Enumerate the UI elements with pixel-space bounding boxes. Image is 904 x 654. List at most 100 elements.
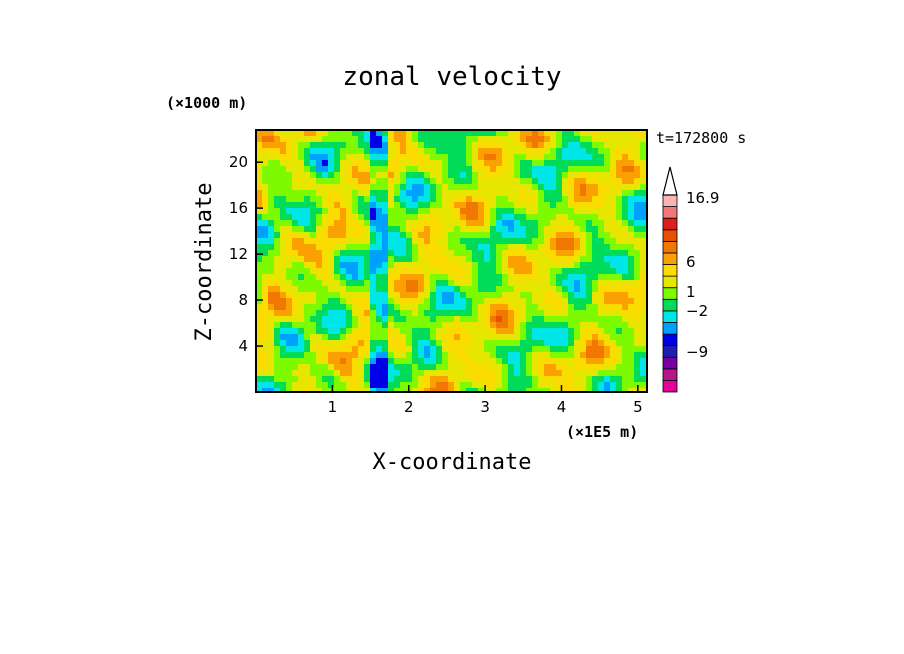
field-cell	[634, 274, 640, 280]
field-cell	[370, 262, 376, 268]
field-cell	[502, 202, 508, 208]
field-cell	[424, 136, 430, 142]
field-cell	[490, 310, 496, 316]
field-cell	[586, 268, 592, 274]
field-cell	[448, 190, 454, 196]
field-cell	[562, 142, 568, 148]
field-cell	[334, 226, 340, 232]
field-cell	[268, 136, 274, 142]
field-cell	[622, 388, 628, 392]
field-cell	[412, 292, 418, 298]
field-cell	[400, 298, 406, 304]
field-cell	[574, 340, 580, 346]
field-cell	[304, 196, 310, 202]
colorbar-segment	[662, 194, 678, 207]
field-cell	[604, 322, 610, 328]
field-cell	[568, 160, 574, 166]
field-cell	[436, 388, 442, 392]
field-cell	[568, 262, 574, 268]
field-cell	[538, 226, 544, 232]
field-cell	[514, 160, 520, 166]
field-cell	[412, 190, 418, 196]
field-cell	[400, 196, 406, 202]
field-cell	[532, 172, 538, 178]
field-cell	[628, 322, 634, 328]
field-cell	[400, 262, 406, 268]
field-cell	[334, 196, 340, 202]
field-cell	[268, 166, 274, 172]
field-cell	[334, 190, 340, 196]
field-cell	[472, 214, 478, 220]
field-cell	[412, 178, 418, 184]
field-cell	[274, 178, 280, 184]
field-cell	[472, 268, 478, 274]
field-cell	[418, 202, 424, 208]
field-cell	[622, 334, 628, 340]
field-cell	[334, 184, 340, 190]
field-cell	[406, 214, 412, 220]
field-cell	[502, 244, 508, 250]
field-cell	[448, 148, 454, 154]
field-cell	[358, 136, 364, 142]
field-cell	[628, 196, 634, 202]
field-cell	[598, 334, 604, 340]
field-cell	[592, 250, 598, 256]
field-cell	[448, 322, 454, 328]
field-cell	[346, 250, 352, 256]
field-cell	[478, 352, 484, 358]
field-cell	[640, 292, 646, 298]
field-cell	[622, 232, 628, 238]
field-cell	[556, 226, 562, 232]
field-cell	[340, 340, 346, 346]
field-cell	[346, 274, 352, 280]
field-cell	[520, 340, 526, 346]
field-cell	[400, 274, 406, 280]
field-cell	[256, 310, 262, 316]
field-cell	[466, 358, 472, 364]
field-cell	[568, 202, 574, 208]
field-cell	[400, 280, 406, 286]
field-cell	[586, 292, 592, 298]
y-tick-label: 8	[238, 291, 248, 309]
field-cell	[622, 274, 628, 280]
field-cell	[352, 238, 358, 244]
field-cell	[484, 172, 490, 178]
field-cell	[622, 160, 628, 166]
field-cell	[322, 178, 328, 184]
field-cell	[466, 322, 472, 328]
field-cell	[352, 202, 358, 208]
field-cell	[568, 256, 574, 262]
field-cell	[418, 322, 424, 328]
field-cell	[640, 244, 646, 250]
field-cell	[508, 190, 514, 196]
field-cell	[520, 142, 526, 148]
field-cell	[388, 226, 394, 232]
field-cell	[262, 328, 268, 334]
field-cell	[472, 322, 478, 328]
field-cell	[574, 328, 580, 334]
field-cell	[496, 190, 502, 196]
field-cell	[544, 340, 550, 346]
field-cell	[274, 364, 280, 370]
field-cell	[634, 238, 640, 244]
field-cell	[568, 184, 574, 190]
field-cell	[436, 280, 442, 286]
field-cell	[478, 136, 484, 142]
field-cell	[334, 334, 340, 340]
colorbar-label: 6	[686, 253, 696, 271]
field-cell	[562, 304, 568, 310]
field-cell	[424, 220, 430, 226]
field-cell	[544, 226, 550, 232]
field-cell	[454, 328, 460, 334]
field-cell	[424, 364, 430, 370]
field-cell	[262, 358, 268, 364]
field-cell	[490, 328, 496, 334]
field-cell	[562, 202, 568, 208]
field-cell	[550, 334, 556, 340]
field-cell	[502, 322, 508, 328]
field-cell	[268, 268, 274, 274]
field-cell	[340, 280, 346, 286]
field-cell	[526, 304, 532, 310]
field-cell	[592, 346, 598, 352]
field-cell	[538, 178, 544, 184]
